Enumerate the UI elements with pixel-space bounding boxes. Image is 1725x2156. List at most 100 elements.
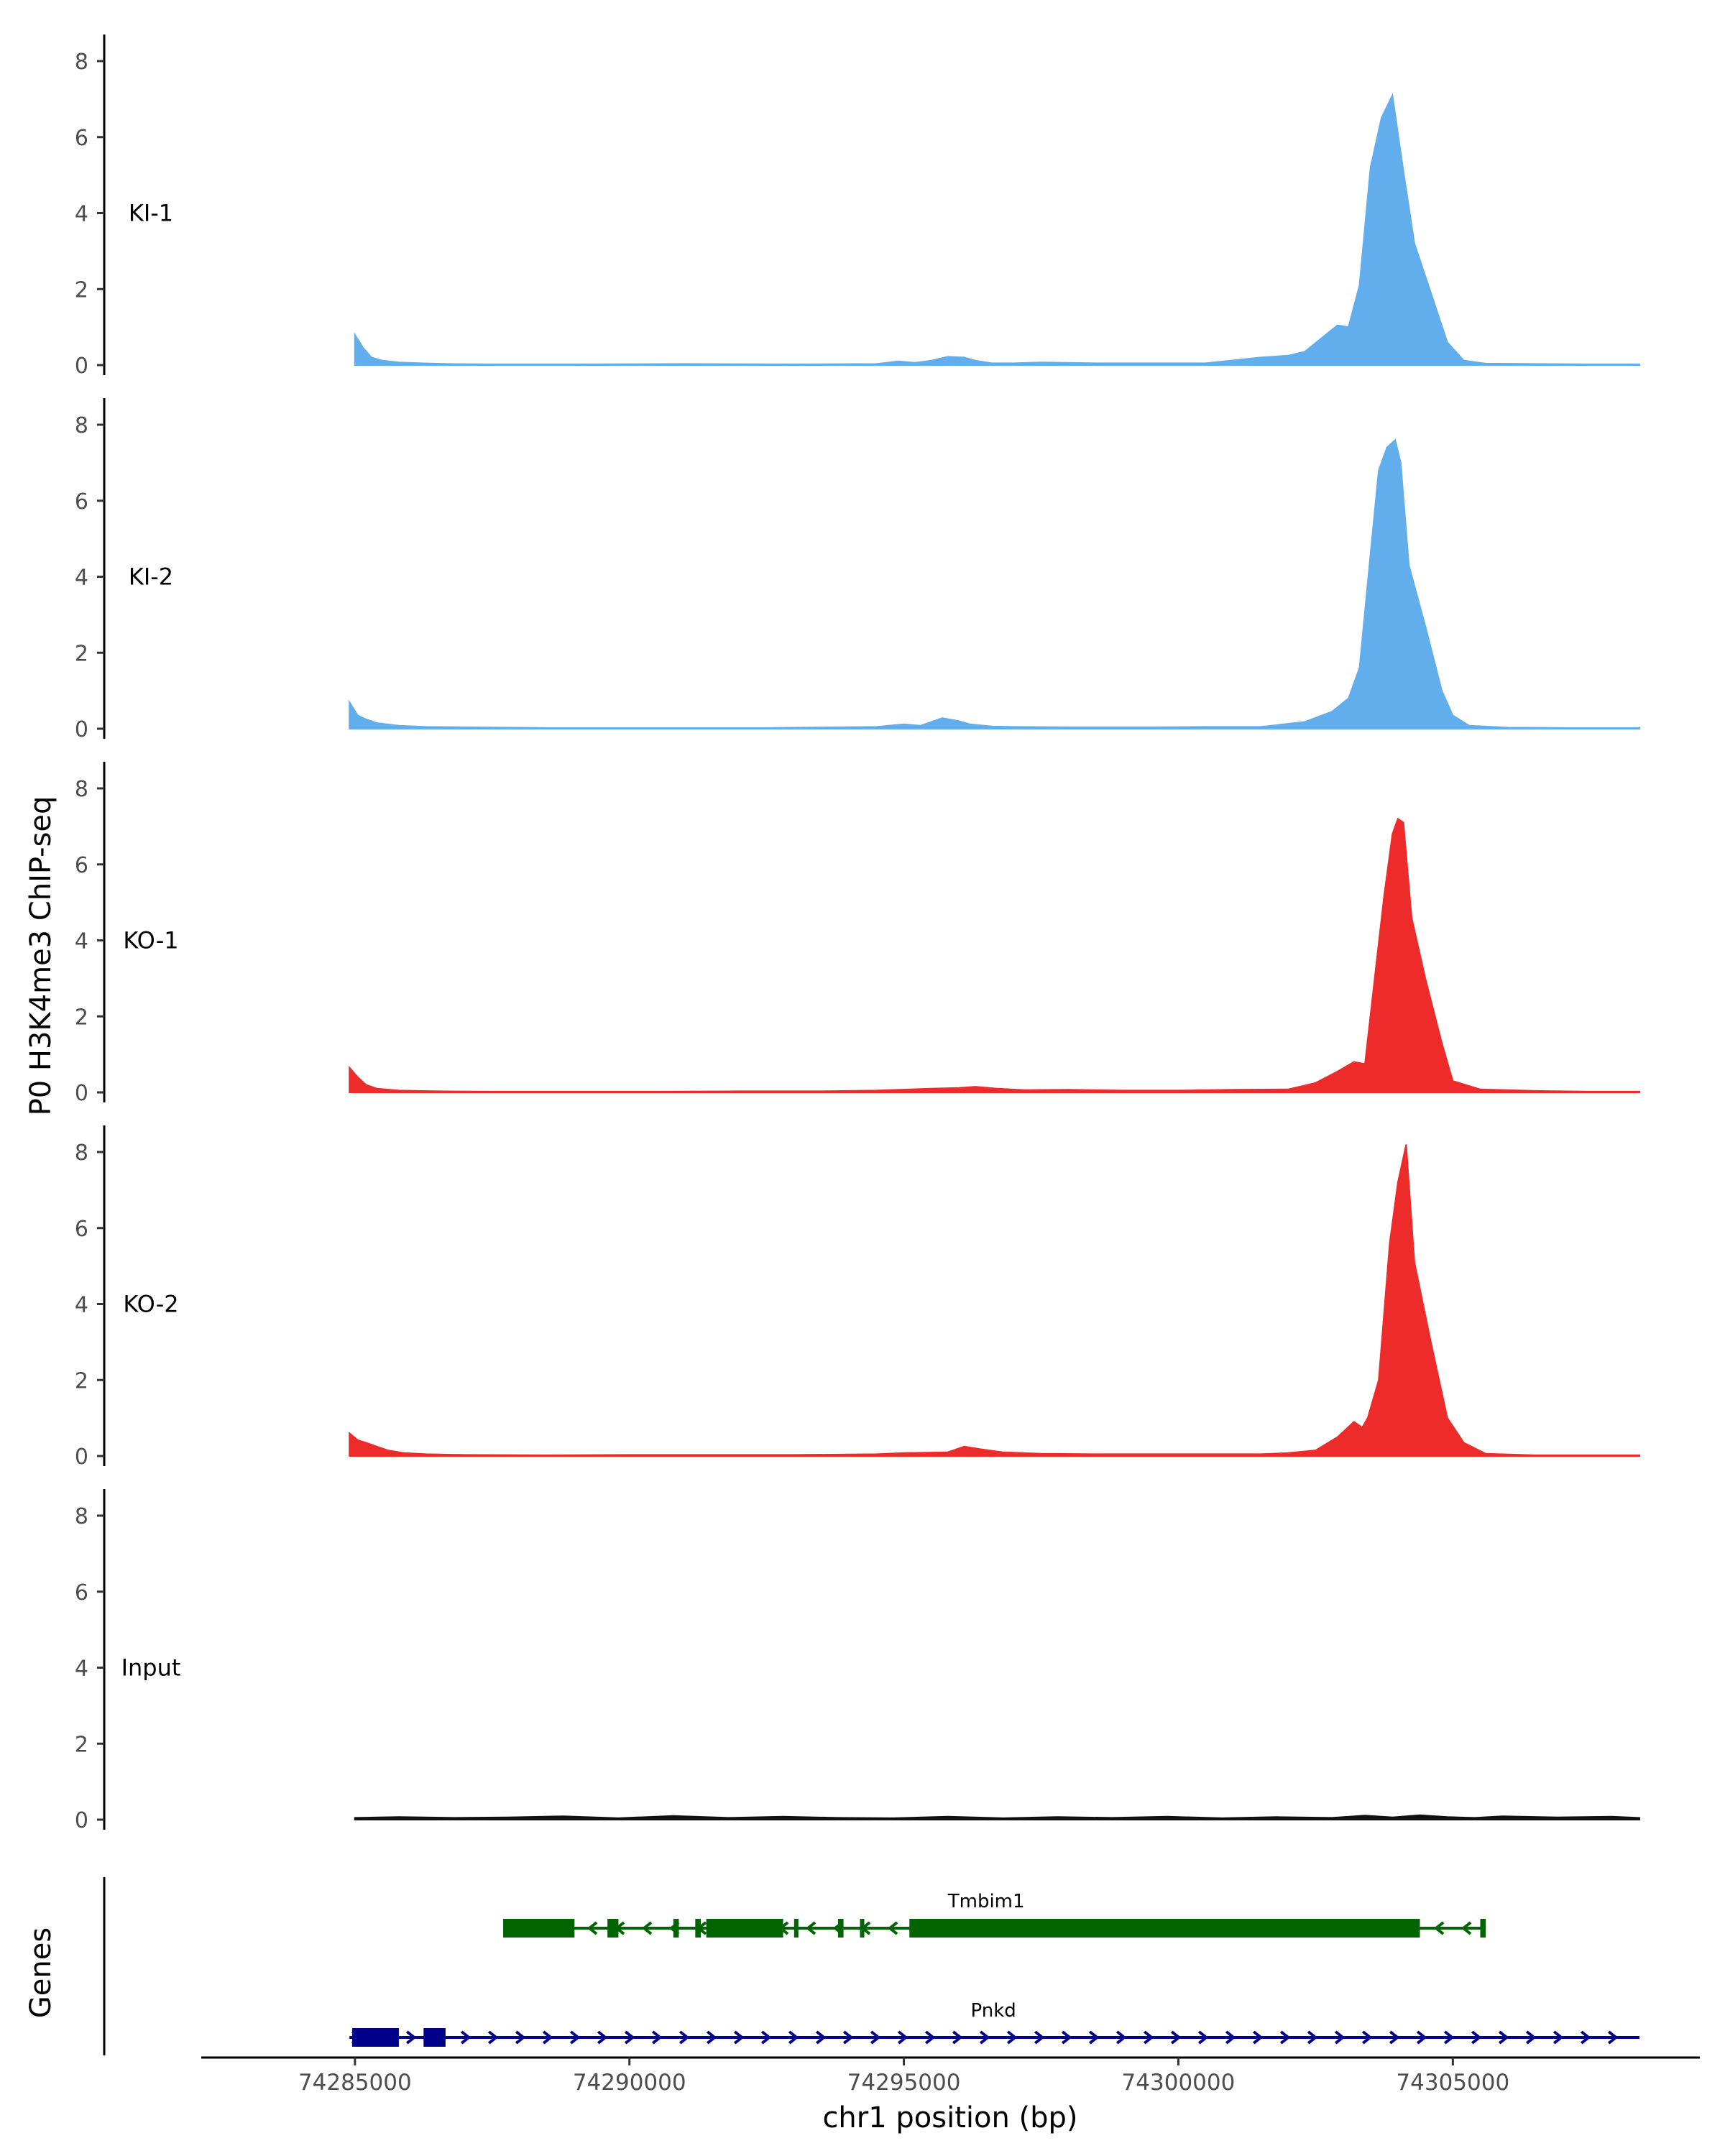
strand-chevron <box>405 2030 417 2045</box>
strand-chevron <box>1580 2030 1591 2045</box>
strand-chevron <box>1607 2030 1619 2045</box>
exon-block <box>607 1919 619 1938</box>
track-label: KI-2 <box>129 563 173 591</box>
strand-chevron <box>1252 2030 1264 2045</box>
exon-block <box>837 1919 844 1938</box>
y-tick-label: 8 <box>75 413 88 438</box>
exon-block <box>706 1919 783 1938</box>
strand-chevron <box>1334 2030 1346 2045</box>
gene-name-label: Tmbim1 <box>947 1891 1025 1912</box>
strand-chevron <box>1197 2030 1209 2045</box>
strand-chevron <box>805 1921 816 1935</box>
x-tick-label: 74295000 <box>847 2070 961 2096</box>
exon-block <box>1480 1919 1486 1938</box>
x-axis: 74285000 74290000 74295000 74300000 74305000 <box>201 2056 1700 2096</box>
track-ko-1: 0 2 4 6 8 KO-1 <box>75 762 1640 1106</box>
strand-chevron <box>651 2030 663 2045</box>
exon-block <box>352 2028 399 2047</box>
exon-block <box>423 2028 446 2047</box>
strand-chevron <box>1471 2030 1482 2045</box>
x-axis-title: chr1 position (bp) <box>822 2101 1077 2134</box>
gene-tmbim1: Tmbim1 <box>503 1891 1486 1938</box>
exon-block <box>695 1919 701 1938</box>
strand-chevron <box>1361 2030 1373 2045</box>
gene-pnkd: Pnkd <box>349 2000 1639 2047</box>
track-label: KO-1 <box>123 927 178 954</box>
strand-chevron <box>1006 2030 1018 2045</box>
x-tick-label: 74305000 <box>1396 2070 1509 2096</box>
track-ko-2: 0 2 4 6 8 KO-2 <box>75 1125 1640 1470</box>
strand-chevron <box>1498 2030 1509 2045</box>
strand-chevron <box>1279 2030 1291 2045</box>
strand-chevron <box>624 2030 635 2045</box>
strand-chevron <box>1460 1921 1472 1935</box>
strand-chevron <box>542 2030 553 2045</box>
y-axis-title: P0 H3K4me3 ChIP-seq <box>24 796 58 1116</box>
gene-annotation-panel: Tmbim1 Pnkd <box>103 1877 1639 2055</box>
signal-area-ko-1 <box>349 817 1640 1093</box>
y-tick-label: 4 <box>75 1657 88 1682</box>
strand-chevron <box>1307 2030 1318 2045</box>
strand-chevron <box>487 2030 499 2045</box>
x-tick-label: 74300000 <box>1122 2070 1236 2096</box>
strand-chevron <box>870 2030 881 2045</box>
strand-chevron <box>641 1921 653 1935</box>
signal-area-ki-1 <box>354 93 1640 366</box>
y-tick-label: 2 <box>75 641 88 666</box>
exon-block <box>860 1919 865 1938</box>
strand-chevron <box>515 2030 526 2045</box>
y-tick-label: 8 <box>75 777 88 802</box>
strand-chevron <box>887 1921 898 1935</box>
y-tick-label: 2 <box>75 1368 88 1393</box>
track-ki-2: 0 2 4 6 8 KI-2 <box>75 398 1640 742</box>
x-tick-label: 74285000 <box>298 2070 412 2096</box>
y-tick-label: 4 <box>75 202 88 227</box>
y-tick-label: 4 <box>75 1293 88 1318</box>
y-tick-label: 2 <box>75 277 88 303</box>
strand-chevron <box>1170 2030 1182 2045</box>
y-tick-label: 4 <box>75 929 88 954</box>
strand-chevron <box>1061 2030 1072 2045</box>
track-label: KI-1 <box>129 200 173 227</box>
y-tick-label: 6 <box>75 1217 88 1242</box>
strand-chevron <box>1143 2030 1154 2045</box>
exon-block <box>794 1919 799 1938</box>
strand-chevron <box>1225 2030 1236 2045</box>
strand-chevron <box>788 2030 799 2045</box>
strand-chevron <box>1034 2030 1045 2045</box>
y-tick-label: 8 <box>75 1504 88 1529</box>
y-tick-label: 6 <box>75 489 88 515</box>
signal-area-input <box>354 1814 1640 1820</box>
strand-chevron <box>1433 1921 1445 1935</box>
y-tick-label: 8 <box>75 50 88 75</box>
exon-block <box>673 1919 679 1938</box>
y-tick-label: 0 <box>75 354 88 379</box>
y-tick-label: 2 <box>75 1005 88 1030</box>
strand-chevron <box>1116 2030 1127 2045</box>
track-input: 0 2 4 6 8 Input <box>75 1489 1640 1833</box>
strand-chevron <box>1088 2030 1100 2045</box>
strand-chevron <box>897 2030 908 2045</box>
track-label: Input <box>121 1654 181 1682</box>
y-tick-label: 2 <box>75 1732 88 1757</box>
y-tick-label: 6 <box>75 126 88 151</box>
strand-chevron <box>597 2030 608 2045</box>
signal-area-ko-2 <box>349 1144 1640 1457</box>
track-ki-1: 0 2 4 6 8 KI-1 <box>75 34 1640 379</box>
y-tick-label: 4 <box>75 566 88 591</box>
y-tick-label: 6 <box>75 1580 88 1606</box>
strand-chevron <box>979 2030 990 2045</box>
signal-area-ki-2 <box>349 438 1640 729</box>
strand-chevron <box>815 2030 827 2045</box>
strand-chevron <box>586 1921 598 1935</box>
y-tick-label: 8 <box>75 1141 88 1166</box>
strand-chevron <box>1416 2030 1427 2045</box>
strand-chevron <box>706 2030 717 2045</box>
strand-chevron <box>1389 2030 1400 2045</box>
y-tick-label: 0 <box>75 1445 88 1470</box>
strand-chevron <box>678 2030 690 2045</box>
y-tick-label: 0 <box>75 1808 88 1833</box>
x-tick-label: 74290000 <box>573 2070 686 2096</box>
strand-chevron <box>1552 2030 1564 2045</box>
